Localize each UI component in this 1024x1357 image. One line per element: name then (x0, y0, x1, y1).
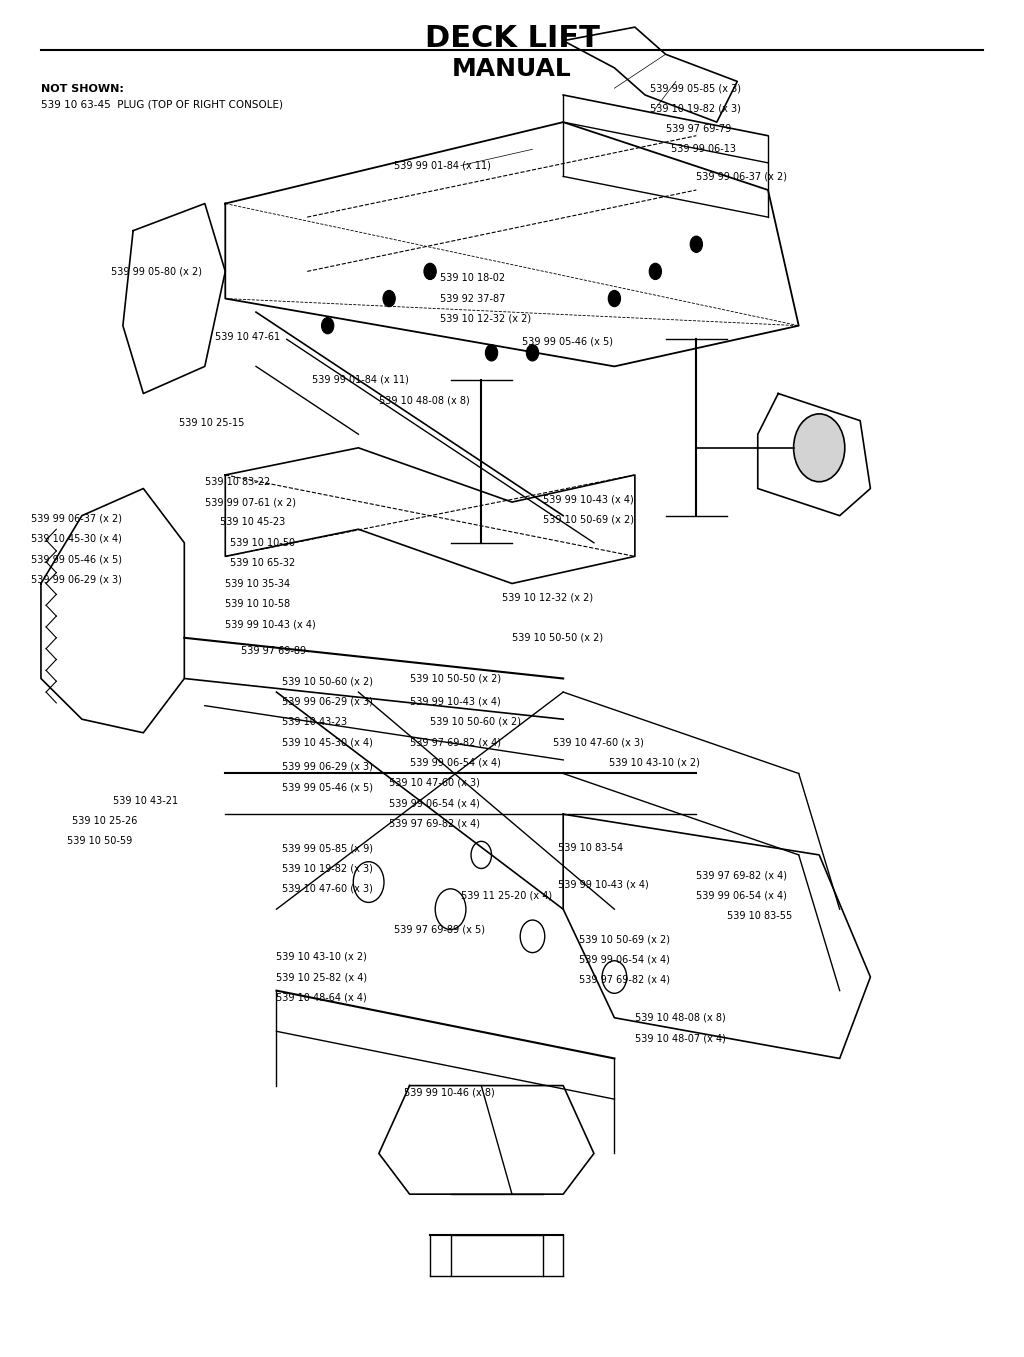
Text: 539 10 83-54: 539 10 83-54 (558, 843, 624, 854)
Text: 539 97 69-82 (x 4): 539 97 69-82 (x 4) (579, 974, 670, 985)
Circle shape (649, 263, 662, 280)
Text: 539 10 35-34: 539 10 35-34 (225, 578, 291, 589)
Text: 539 97 69-82 (x 4): 539 97 69-82 (x 4) (389, 818, 480, 829)
Text: 539 97 69-89: 539 97 69-89 (241, 646, 306, 657)
Circle shape (690, 236, 702, 252)
Circle shape (424, 263, 436, 280)
Text: 539 10 45-30 (x 4): 539 10 45-30 (x 4) (31, 533, 122, 544)
Text: 539 10 50-50 (x 2): 539 10 50-50 (x 2) (512, 632, 603, 643)
Text: 539 92 37-87: 539 92 37-87 (440, 293, 506, 304)
Text: 539 10 50-69 (x 2): 539 10 50-69 (x 2) (543, 514, 634, 525)
Text: 539 10 50-60 (x 2): 539 10 50-60 (x 2) (430, 716, 521, 727)
Text: 539 99 10-46 (x 8): 539 99 10-46 (x 8) (404, 1087, 496, 1098)
Text: 539 10 47-60 (x 3): 539 10 47-60 (x 3) (282, 883, 373, 894)
Text: NOT SHOWN:: NOT SHOWN: (41, 84, 124, 94)
Text: 539 99 07-61 (x 2): 539 99 07-61 (x 2) (205, 497, 296, 508)
Text: 539 10 43-21: 539 10 43-21 (113, 795, 178, 806)
Circle shape (471, 841, 492, 868)
Circle shape (435, 889, 466, 930)
Text: 539 99 06-29 (x 3): 539 99 06-29 (x 3) (282, 761, 373, 772)
Text: 539 10 47-60 (x 3): 539 10 47-60 (x 3) (389, 778, 480, 788)
Text: 539 10 10-58: 539 10 10-58 (225, 598, 291, 609)
Text: 539 99 10-43 (x 4): 539 99 10-43 (x 4) (543, 494, 634, 505)
Text: 539 99 10-43 (x 4): 539 99 10-43 (x 4) (225, 619, 316, 630)
Text: 539 99 06-29 (x 3): 539 99 06-29 (x 3) (282, 696, 373, 707)
Text: 539 10 50-50 (x 2): 539 10 50-50 (x 2) (410, 673, 501, 684)
Text: 539 99 06-54 (x 4): 539 99 06-54 (x 4) (579, 954, 670, 965)
Text: 539 99 06-54 (x 4): 539 99 06-54 (x 4) (696, 890, 787, 901)
Text: 539 99 06-13: 539 99 06-13 (671, 144, 735, 155)
Text: 539 99 05-46 (x 5): 539 99 05-46 (x 5) (522, 337, 613, 347)
Text: 539 10 83-55: 539 10 83-55 (727, 911, 793, 921)
Text: 539 99 05-80 (x 2): 539 99 05-80 (x 2) (111, 266, 202, 277)
Text: 539 10 43-10 (x 2): 539 10 43-10 (x 2) (609, 757, 700, 768)
Text: 539 10 12-32 (x 2): 539 10 12-32 (x 2) (440, 313, 531, 324)
Text: 539 99 10-43 (x 4): 539 99 10-43 (x 4) (558, 879, 649, 890)
Text: 539 99 05-85 (x 3): 539 99 05-85 (x 3) (650, 83, 741, 94)
Text: 539 10 50-60 (x 2): 539 10 50-60 (x 2) (282, 676, 373, 687)
Circle shape (608, 290, 621, 307)
Text: 539 11 25-20 (x 4): 539 11 25-20 (x 4) (461, 890, 552, 901)
Text: MANUAL: MANUAL (453, 57, 571, 81)
Text: 539 10 65-32: 539 10 65-32 (230, 558, 296, 569)
Text: DECK LIFT: DECK LIFT (425, 24, 599, 53)
Text: 539 10 48-08 (x 8): 539 10 48-08 (x 8) (379, 395, 470, 406)
Text: 539 10 12-32 (x 2): 539 10 12-32 (x 2) (502, 592, 593, 603)
Text: 539 10 25-26: 539 10 25-26 (72, 816, 137, 826)
Text: 539 10 45-23: 539 10 45-23 (220, 517, 286, 528)
Circle shape (322, 318, 334, 334)
Text: 539 10 47-61: 539 10 47-61 (215, 331, 281, 342)
Text: 539 99 06-37 (x 2): 539 99 06-37 (x 2) (31, 513, 122, 524)
Text: 539 99 06-37 (x 2): 539 99 06-37 (x 2) (696, 171, 787, 182)
Text: 539 99 06-54 (x 4): 539 99 06-54 (x 4) (410, 757, 501, 768)
Circle shape (485, 345, 498, 361)
Text: 539 10 48-08 (x 8): 539 10 48-08 (x 8) (635, 1012, 726, 1023)
Text: 539 99 01-84 (x 11): 539 99 01-84 (x 11) (312, 375, 410, 385)
Text: 539 97 69-82 (x 4): 539 97 69-82 (x 4) (696, 870, 787, 881)
Text: 539 10 45-30 (x 4): 539 10 45-30 (x 4) (282, 737, 373, 748)
Text: 539 99 05-46 (x 5): 539 99 05-46 (x 5) (31, 554, 122, 565)
Circle shape (383, 290, 395, 307)
Text: 539 10 48-07 (x 4): 539 10 48-07 (x 4) (635, 1033, 726, 1044)
Circle shape (353, 862, 384, 902)
Text: 539 97 69-82 (x 4): 539 97 69-82 (x 4) (410, 737, 501, 748)
Text: 539 10 19-82 (x 3): 539 10 19-82 (x 3) (650, 103, 741, 114)
Text: 539 10 48-64 (x 4): 539 10 48-64 (x 4) (276, 992, 368, 1003)
Text: 539 99 06-29 (x 3): 539 99 06-29 (x 3) (31, 574, 122, 585)
Circle shape (520, 920, 545, 953)
Circle shape (526, 345, 539, 361)
Text: 539 10 25-15: 539 10 25-15 (179, 418, 245, 429)
Text: 539 99 05-46 (x 5): 539 99 05-46 (x 5) (282, 782, 373, 792)
Circle shape (794, 414, 845, 482)
Text: 539 10 83-22: 539 10 83-22 (205, 476, 270, 487)
Text: 539 99 06-54 (x 4): 539 99 06-54 (x 4) (389, 798, 480, 809)
Text: 539 10 50-69 (x 2): 539 10 50-69 (x 2) (579, 934, 670, 944)
Circle shape (602, 961, 627, 993)
Text: 539 10 50-59: 539 10 50-59 (67, 836, 132, 847)
Text: 539 10 43-23: 539 10 43-23 (282, 716, 347, 727)
Text: 539 10 63-45  PLUG (TOP OF RIGHT CONSOLE): 539 10 63-45 PLUG (TOP OF RIGHT CONSOLE) (41, 99, 283, 109)
Text: 539 99 05-85 (x 9): 539 99 05-85 (x 9) (282, 843, 373, 854)
Text: 539 99 01-84 (x 11): 539 99 01-84 (x 11) (394, 160, 492, 171)
Text: 539 10 19-82 (x 3): 539 10 19-82 (x 3) (282, 863, 373, 874)
Text: 539 10 25-82 (x 4): 539 10 25-82 (x 4) (276, 972, 368, 982)
Text: 539 10 10-50: 539 10 10-50 (230, 537, 296, 548)
Text: 539 10 47-60 (x 3): 539 10 47-60 (x 3) (553, 737, 644, 748)
Text: 539 97 69-89 (x 5): 539 97 69-89 (x 5) (394, 924, 485, 935)
Text: 539 10 43-10 (x 2): 539 10 43-10 (x 2) (276, 951, 368, 962)
Text: 539 10 18-02: 539 10 18-02 (440, 273, 506, 284)
Text: 539 97 69-79: 539 97 69-79 (666, 123, 731, 134)
Text: 539 99 10-43 (x 4): 539 99 10-43 (x 4) (410, 696, 501, 707)
